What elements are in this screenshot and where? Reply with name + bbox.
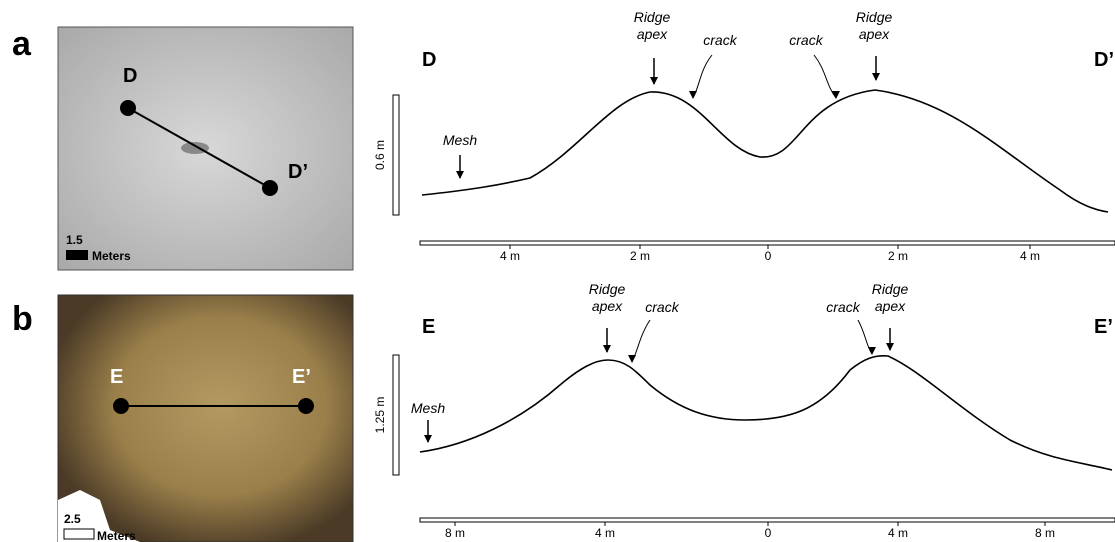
transect-end: [298, 398, 314, 414]
axis-label: 4 m: [888, 526, 908, 540]
point-label: D: [123, 65, 137, 87]
panel-label: b: [12, 300, 33, 338]
annotation-line: apex: [875, 298, 906, 314]
panel-label: a: [12, 25, 32, 63]
annotation-line: Ridge: [634, 9, 671, 25]
arrow-head: [832, 91, 840, 99]
figure: a D D’ 1.5 Meters D D’ 0.6 m 4 m2 m02 m4…: [0, 0, 1115, 542]
annotation: crack: [789, 32, 823, 48]
arrow-head: [868, 347, 876, 355]
point-label: E: [110, 366, 123, 388]
vertical-scale: [393, 355, 399, 475]
transect-end: [262, 180, 278, 196]
annotation: crack: [645, 299, 679, 315]
axis-label: 2 m: [630, 249, 650, 263]
scale-value: 1.5: [66, 233, 83, 247]
scale-bar: [64, 529, 94, 539]
profile-start: D: [422, 49, 436, 71]
arrow-head: [650, 77, 658, 85]
annotation-line: apex: [859, 26, 890, 42]
annotation-line: Mesh: [443, 132, 477, 148]
profile-start: E: [422, 316, 435, 338]
arrow-head: [886, 343, 894, 351]
point-label: E’: [292, 366, 311, 388]
arrow-head: [628, 355, 636, 363]
arrow-head: [603, 345, 611, 353]
annotation-line: Ridge: [872, 281, 909, 297]
scale-value: 2.5: [64, 512, 81, 526]
annotation-line: Mesh: [411, 400, 445, 416]
scale-unit: Meters: [97, 529, 136, 542]
axis-label: 8 m: [1035, 526, 1055, 540]
elevation-profile: [422, 90, 1108, 212]
transect-end: [113, 398, 129, 414]
point-label: D’: [288, 161, 308, 183]
annotation: crack: [703, 32, 737, 48]
axis-labels: 4 m 2 m 0 2 m 4 m: [500, 245, 1040, 263]
annotation-line: apex: [592, 298, 623, 314]
arrow-head: [872, 73, 880, 81]
axis-label: 0: [765, 249, 772, 263]
annotation: Mesh: [411, 400, 445, 416]
distance-axis: [420, 241, 1115, 245]
profile-end: E’: [1094, 316, 1113, 338]
annotation-line: crack: [703, 32, 737, 48]
axis-label: 2 m: [888, 249, 908, 263]
annotation-line: crack: [789, 32, 823, 48]
profile-end: D’: [1094, 49, 1114, 71]
axis-label: 4 m: [500, 249, 520, 263]
distance-axis: [420, 518, 1115, 522]
axis-label: 0: [765, 526, 772, 540]
annotation: Mesh: [443, 132, 477, 148]
panel-b: b E E’ 2.5 Meters E E’ 1.25 m 8 m 4 m 0 4 m…: [12, 281, 1115, 542]
annotation-line: apex: [637, 26, 668, 42]
vertical-scale: [393, 95, 399, 215]
annotation-line: crack: [645, 299, 679, 315]
arrow-head: [456, 171, 464, 179]
axis-labels: 8 m 4 m 0 4 m 8 m: [445, 522, 1055, 540]
vertical-scale-label: 1.25 m: [373, 397, 387, 434]
vertical-scale-label: 0.6 m: [373, 140, 387, 170]
elevation-profile: [420, 356, 1112, 470]
annotation-line: crack: [826, 299, 860, 315]
arrow-head: [689, 91, 697, 99]
annotation-line: Ridge: [589, 281, 626, 297]
scale-unit: Meters: [92, 249, 131, 263]
axis-label: 4 m: [595, 526, 615, 540]
axis-label: 8 m: [445, 526, 465, 540]
orthophoto-map: [58, 295, 353, 542]
arrow-head: [424, 435, 432, 443]
annotation-line: Ridge: [856, 9, 893, 25]
transect-end: [120, 100, 136, 116]
annotation: crack: [826, 299, 860, 315]
axis-label: 4 m: [1020, 249, 1040, 263]
scale-bar: [66, 250, 88, 260]
